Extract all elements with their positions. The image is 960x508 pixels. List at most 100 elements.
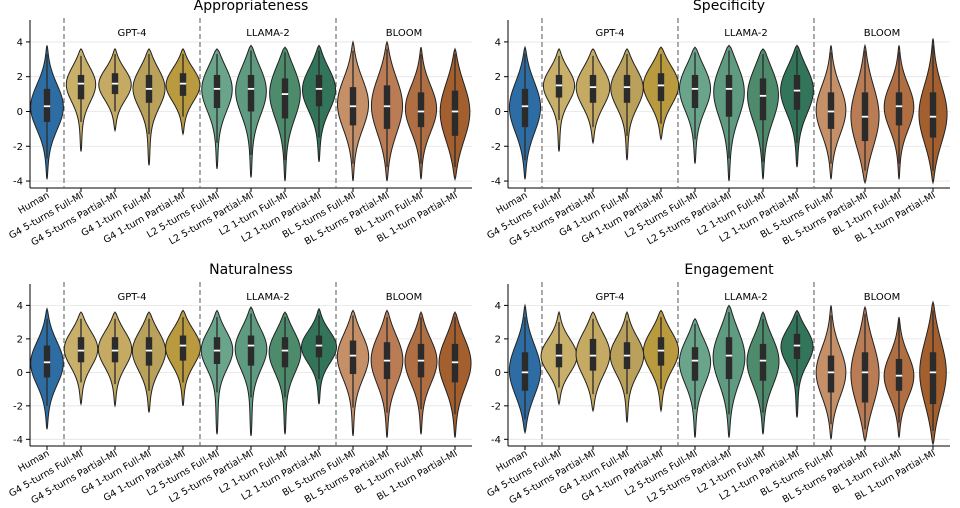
violin-median [383, 105, 391, 108]
violin-iqr-box [77, 74, 85, 100]
violin-median [451, 110, 459, 113]
group-label: GPT-4 [596, 28, 625, 39]
violin-iqr-box [417, 92, 425, 128]
violin-median [759, 359, 767, 362]
y-tick-label: -4 [13, 435, 23, 446]
violin-median [417, 110, 425, 113]
violin-median [759, 94, 767, 97]
group-label: LLAMA-2 [724, 292, 767, 303]
violin-iqr-box [861, 352, 869, 403]
violin-median [179, 82, 187, 85]
y-tick-label: 2 [17, 72, 23, 83]
y-tick-label: -4 [491, 177, 501, 188]
violin-iqr-box [793, 74, 801, 110]
violin-median [111, 82, 119, 85]
violin-median [281, 93, 289, 95]
violin-median [145, 349, 153, 352]
y-tick-label: 2 [17, 334, 23, 345]
violin-iqr-box [759, 78, 767, 121]
violin-median [623, 354, 631, 357]
violin-median [725, 354, 733, 357]
violin-median [43, 105, 51, 108]
violin-iqr-box [725, 337, 733, 380]
violin-iqr-box [759, 343, 767, 381]
violin-iqr-box [929, 92, 937, 138]
violin-iqr-box [247, 74, 255, 112]
violin-median [827, 110, 835, 113]
violin-median [555, 84, 563, 87]
violin-median [623, 86, 631, 89]
violin-iqr-box [691, 74, 699, 108]
violin-median [315, 344, 323, 347]
violin-iqr-box [521, 88, 529, 128]
group-label: GPT-4 [118, 28, 147, 39]
violin-median [929, 115, 937, 118]
y-tick-label: 0 [495, 368, 501, 379]
violin-median [383, 359, 391, 362]
y-tick-label: 2 [495, 334, 501, 345]
violin-iqr-box [895, 92, 903, 126]
violin-iqr-box [451, 90, 459, 136]
violin-median [589, 354, 597, 357]
violin-median [145, 87, 153, 90]
violin-iqr-box [349, 340, 357, 375]
group-label: GPT-4 [118, 292, 147, 303]
group-label: BLOOM [386, 28, 422, 39]
chart-title: Specificity [693, 0, 765, 14]
y-tick-label: -2 [13, 401, 23, 412]
violin-median [861, 115, 869, 118]
violin-iqr-box [691, 347, 699, 381]
violin-median [793, 344, 801, 347]
violin-iqr-box [315, 74, 323, 107]
violin-median [691, 87, 699, 90]
violin-iqr-box [281, 337, 289, 368]
violin-median [417, 359, 425, 362]
violin-median [691, 359, 699, 362]
y-tick-label: -2 [13, 142, 23, 153]
group-label: GPT-4 [596, 292, 625, 303]
violin-iqr-box [247, 335, 255, 366]
violin-median [657, 349, 665, 352]
y-tick-label: 2 [495, 72, 501, 83]
group-label: BLOOM [386, 292, 422, 303]
violin-median [793, 89, 801, 92]
violin-median [725, 87, 733, 90]
y-tick-label: 4 [17, 301, 23, 312]
violin-median [895, 374, 903, 377]
violin-iqr-box [725, 74, 733, 117]
violin-median [247, 87, 255, 90]
chart-title: Naturalness [209, 262, 293, 278]
y-tick-label: -4 [13, 177, 23, 188]
violin-median [349, 354, 357, 357]
violin-median [247, 344, 255, 347]
violin-iqr-box [179, 335, 187, 361]
violin-median [521, 371, 529, 374]
violin-median [521, 105, 529, 108]
y-tick-label: 0 [17, 107, 23, 118]
violin-median [179, 344, 187, 347]
violin-median [213, 349, 221, 352]
group-label: LLAMA-2 [724, 28, 767, 39]
chart-title: Engagement [684, 262, 774, 278]
violin-median [589, 86, 597, 89]
y-tick-label: 4 [495, 37, 501, 48]
violin-median [827, 371, 835, 374]
violin-iqr-box [281, 78, 289, 119]
violin-median [895, 105, 903, 108]
y-tick-label: 0 [17, 368, 23, 379]
violin-iqr-box [929, 352, 937, 405]
y-tick-label: 4 [495, 301, 501, 312]
violin-median [451, 361, 459, 364]
violin-median [281, 349, 289, 352]
group-label: BLOOM [864, 28, 900, 39]
violin-median [861, 371, 869, 374]
violin-median [43, 361, 51, 364]
y-tick-label: -2 [491, 401, 501, 412]
violin-median [349, 105, 357, 108]
violin-iqr-box [623, 74, 631, 103]
violin-median [929, 371, 937, 374]
violin-median [111, 349, 119, 352]
violin-iqr-box [213, 74, 221, 108]
